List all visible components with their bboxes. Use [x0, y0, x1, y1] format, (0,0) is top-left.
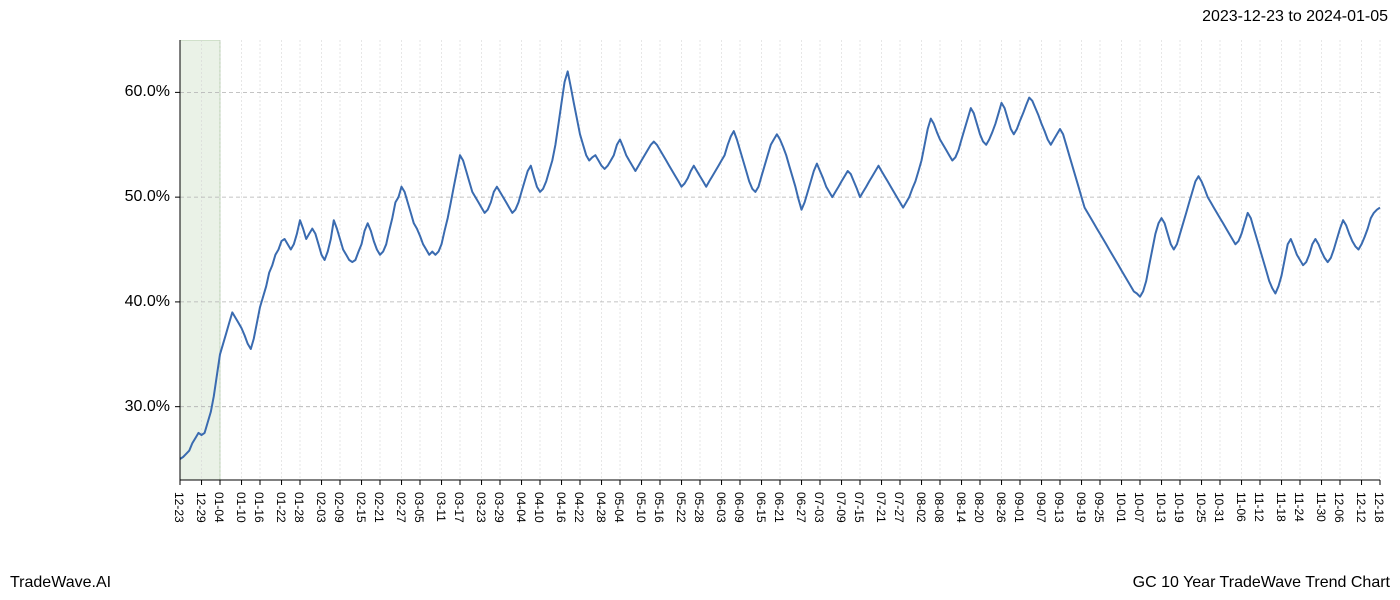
x-tick-label: 04-16: [554, 492, 568, 523]
x-tick-label: 10-13: [1154, 492, 1168, 523]
x-tick-label: 11-18: [1274, 492, 1288, 522]
x-tick-label: 11-06: [1234, 492, 1248, 522]
x-tick-label: 04-04: [514, 492, 528, 523]
y-tick-label: 40.0%: [100, 293, 170, 311]
x-tick-label: 09-01: [1012, 492, 1026, 523]
x-tick-label: 08-08: [932, 492, 946, 523]
x-tick-label: 03-11: [434, 492, 448, 522]
x-tick-label: 09-25: [1092, 492, 1106, 523]
x-tick-label: 02-27: [394, 492, 408, 523]
y-tick-label: 30.0%: [100, 398, 170, 416]
x-tick-label: 09-19: [1074, 492, 1088, 523]
x-tick-label: 02-03: [314, 492, 328, 523]
x-tick-label: 11-24: [1292, 492, 1306, 522]
x-tick-label: 01-22: [274, 492, 288, 523]
footer-brand: TradeWave.AI: [10, 574, 111, 592]
x-tick-label: 04-28: [594, 492, 608, 523]
x-tick-label: 10-25: [1194, 492, 1208, 523]
x-tick-label: 08-14: [954, 492, 968, 523]
x-tick-label: 02-21: [372, 492, 386, 523]
x-tick-label: 10-07: [1132, 492, 1146, 523]
x-tick-label: 06-21: [772, 492, 786, 523]
y-tick-label: 50.0%: [100, 188, 170, 206]
footer-title: GC 10 Year TradeWave Trend Chart: [1133, 574, 1390, 592]
x-tick-label: 01-10: [234, 492, 248, 523]
x-tick-label: 09-07: [1034, 492, 1048, 523]
x-tick-label: 10-01: [1114, 492, 1128, 523]
x-tick-label: 04-10: [532, 492, 546, 523]
x-tick-label: 08-02: [914, 492, 928, 523]
x-tick-label: 07-21: [874, 492, 888, 523]
x-tick-label: 11-30: [1314, 492, 1328, 522]
y-tick-label: 60.0%: [100, 83, 170, 101]
x-tick-label: 12-12: [1354, 492, 1368, 523]
x-tick-label: 05-28: [692, 492, 706, 523]
x-tick-label: 06-15: [754, 492, 768, 523]
x-tick-label: 01-28: [292, 492, 306, 523]
x-tick-label: 03-05: [412, 492, 426, 523]
x-tick-label: 08-26: [994, 492, 1008, 523]
x-tick-label: 09-13: [1052, 492, 1066, 523]
x-tick-label: 10-31: [1212, 492, 1226, 523]
x-tick-label: 03-29: [492, 492, 506, 523]
x-tick-label: 12-29: [194, 492, 208, 523]
x-tick-label: 07-03: [812, 492, 826, 523]
x-tick-label: 07-15: [852, 492, 866, 523]
x-tick-label: 07-09: [834, 492, 848, 523]
x-tick-label: 12-18: [1372, 492, 1386, 523]
x-tick-label: 12-23: [172, 492, 186, 523]
x-tick-label: 02-09: [332, 492, 346, 523]
date-range-label: 2023-12-23 to 2024-01-05: [1202, 8, 1388, 26]
x-tick-label: 03-17: [452, 492, 466, 523]
x-tick-label: 05-22: [674, 492, 688, 523]
trend-chart: 30.0% 40.0% 50.0% 60.0% 12-23 12-29 01-04 01-1…: [0, 40, 1400, 540]
x-tick-label: 08-20: [972, 492, 986, 523]
x-tick-label: 04-22: [572, 492, 586, 523]
x-tick-label: 10-19: [1172, 492, 1186, 523]
x-tick-label: 07-27: [892, 492, 906, 523]
x-tick-label: 05-16: [652, 492, 666, 523]
x-tick-label: 02-15: [354, 492, 368, 523]
x-tick-label: 05-10: [634, 492, 648, 523]
x-tick-label: 06-27: [794, 492, 808, 523]
x-tick-label: 06-09: [732, 492, 746, 523]
x-tick-label: 01-04: [212, 492, 226, 523]
x-tick-label: 12-06: [1332, 492, 1346, 523]
x-tick-label: 11-12: [1252, 492, 1266, 522]
x-tick-label: 06-03: [714, 492, 728, 523]
x-tick-label: 05-04: [612, 492, 626, 523]
chart-svg: [0, 40, 1400, 540]
x-tick-label: 03-23: [474, 492, 488, 523]
x-tick-label: 01-16: [252, 492, 266, 523]
